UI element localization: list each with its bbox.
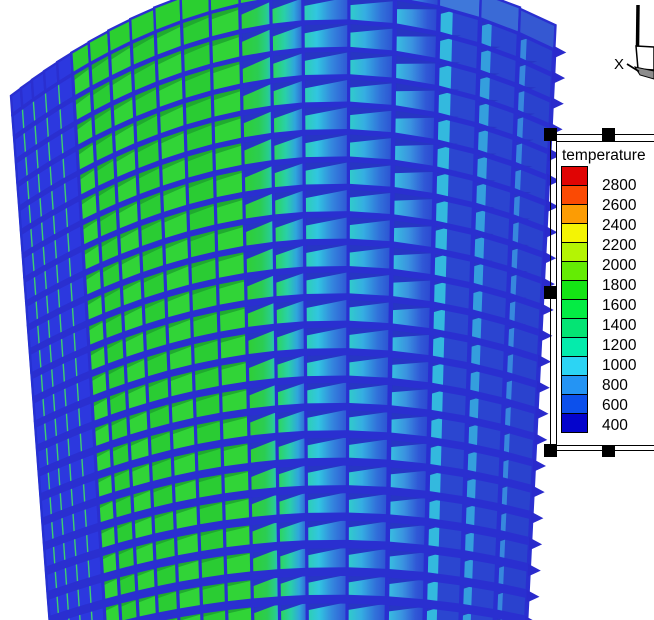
legend-swatch [561,394,588,414]
legend-swatch [561,261,588,281]
legend-label: 2200 [602,237,637,254]
mesh-fin-tips-layer [9,0,567,620]
legend[interactable]: temperature 2800 2600 2400 2200 2000 1800 1600… [556,141,654,446]
selection-handle-top-middle[interactable] [602,128,615,141]
legend-swatch [561,337,588,357]
axes-cube-shaded-face [633,66,654,80]
legend-label: 2400 [602,217,637,234]
legend-swatch [561,223,588,243]
legend-label: 2000 [602,257,637,274]
selection-handle-left-middle[interactable] [544,286,557,299]
selection-handle-top-left[interactable] [544,128,557,141]
legend-label: 1600 [602,297,637,314]
legend-title: temperature [562,147,646,164]
z-axis-line [635,4,640,48]
legend-label: 1200 [602,337,637,354]
legend-swatch [561,413,588,433]
x-axis-line [626,63,640,73]
selection-handle-bottom-left[interactable] [544,444,557,457]
legend-swatch [561,166,588,186]
legend-label: 1000 [602,357,637,374]
mesh-gridlines-layer [10,0,557,620]
selection-handle-bottom-middle[interactable] [602,444,615,457]
orientation-axes[interactable]: X [600,0,654,90]
legend-swatch [561,280,588,300]
legend-swatch [561,318,588,338]
legend-label: 2600 [602,197,637,214]
legend-swatch [561,242,588,262]
legend-swatch [561,375,588,395]
legend-label: 800 [602,377,628,394]
legend-swatch [561,185,588,205]
axis-x-label: X [614,56,624,73]
legend-swatch-column [561,166,588,433]
legend-label: 600 [602,397,628,414]
legend-label: 1400 [602,317,637,334]
legend-label: 2800 [602,177,637,194]
legend-swatch [561,204,588,224]
legend-label: 1800 [602,277,637,294]
legend-label: 400 [602,417,628,434]
legend-swatch [561,299,588,319]
axes-cube-face [635,45,654,71]
legend-swatch [561,356,588,376]
